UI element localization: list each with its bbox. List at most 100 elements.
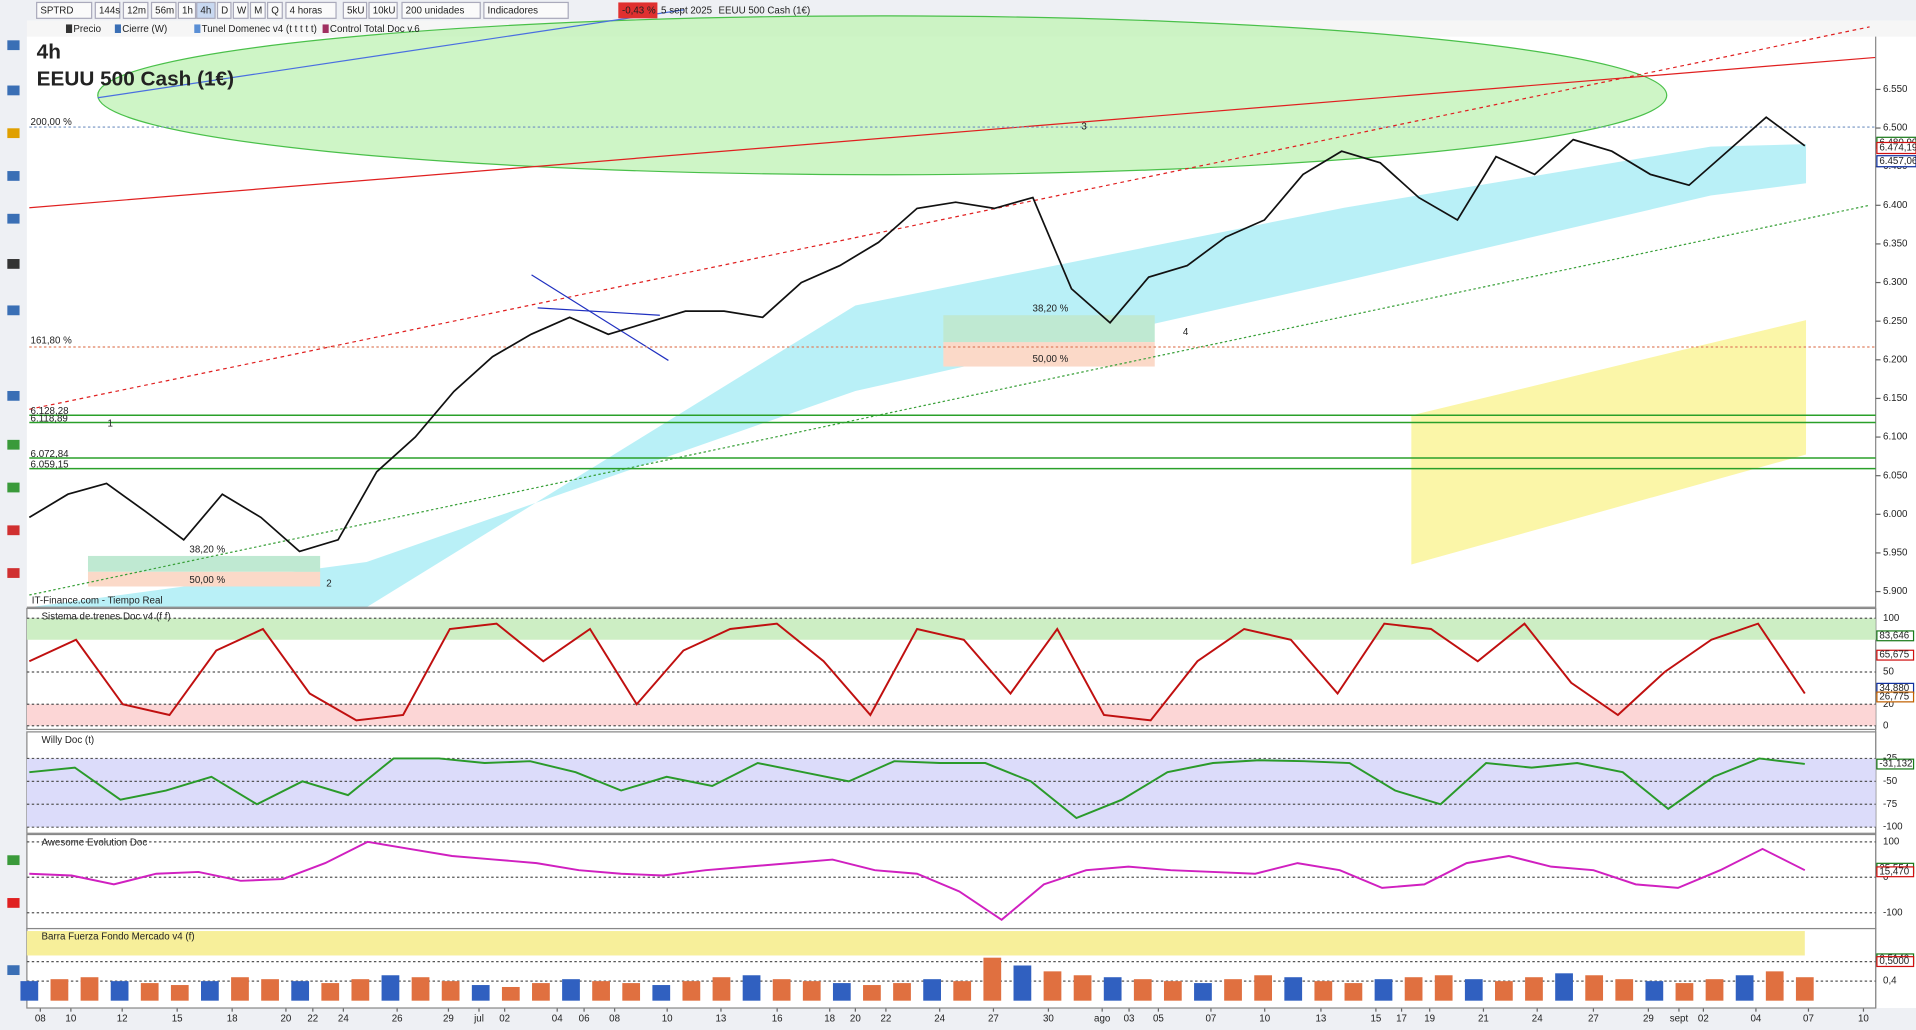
bar [622, 983, 641, 1001]
tool[interactable] [7, 128, 20, 139]
bar [80, 977, 99, 1001]
tool[interactable] [7, 568, 20, 578]
date-label: 24 [1532, 1014, 1543, 1025]
legend-swatch [194, 24, 201, 33]
toolbar-button[interactable] [150, 1, 177, 19]
y-tick-label: 100 [1883, 836, 1900, 847]
date-label: 29 [1643, 1014, 1654, 1025]
fib-label: 38,20 % [189, 544, 225, 555]
y-tick-label: -25 [1883, 753, 1898, 764]
date-label: 07 [1206, 1014, 1217, 1025]
toolbar-button[interactable] [368, 1, 398, 19]
value-badge [1876, 956, 1915, 968]
legend-label[interactable]: Cierre (W) [122, 24, 167, 35]
tool[interactable] [7, 439, 20, 450]
bar [50, 979, 69, 1001]
y-tick-label: -100 [1883, 907, 1903, 918]
date-label: 30 [1043, 1014, 1054, 1025]
panel-title: Barra Fuerza Fondo Mercado v4 (f) [42, 932, 195, 943]
tool[interactable] [7, 965, 20, 976]
toolbar-label: 4 horas [290, 6, 323, 17]
toolbar-label: W [237, 6, 247, 17]
toolbar-button[interactable] [342, 1, 368, 19]
bar [1224, 979, 1242, 1001]
fib-label: 200,00 % [31, 117, 73, 128]
legend-swatch [114, 24, 121, 33]
legend-label[interactable]: Precio [73, 24, 101, 35]
bar [1284, 977, 1303, 1001]
bar [381, 975, 400, 1001]
bar [1735, 975, 1754, 1001]
fib-label: 38,20 % [1033, 304, 1069, 315]
date-label: 24 [934, 1014, 945, 1025]
bar [321, 983, 340, 1001]
tool[interactable] [7, 259, 20, 269]
toolbar-button[interactable] [36, 1, 93, 19]
toolbar-button[interactable] [266, 1, 283, 19]
toolbar-button[interactable] [285, 1, 337, 19]
bar [140, 983, 159, 1001]
date-label: 12 [117, 1014, 128, 1025]
y-tick-label: 6.300 [1883, 277, 1908, 288]
bar [261, 979, 279, 1001]
bar [1103, 977, 1122, 1001]
legend-swatch [65, 24, 73, 33]
toolbar-button[interactable] [232, 1, 249, 19]
tool[interactable] [7, 305, 20, 316]
bar [1043, 971, 1062, 1001]
legend-label[interactable]: Tunel Domenec v4 (t t t t t) [202, 24, 317, 35]
panel-title: Willy Doc (t) [42, 735, 95, 746]
toolbar-button[interactable] [401, 1, 481, 19]
ellipse-drawing [97, 15, 1668, 176]
drawings [29, 9, 1876, 608]
zone [26, 758, 1876, 828]
tool[interactable] [7, 898, 20, 908]
timeframe: 4h [37, 41, 61, 64]
toolbar-label: 1h [182, 6, 193, 17]
tool[interactable] [7, 213, 20, 224]
bar [1133, 979, 1152, 1001]
date-label: 07 [1803, 1014, 1814, 1025]
fib-zone [943, 315, 1155, 343]
panel-title: Awesome Evolution Doc [42, 838, 148, 849]
fib-zone [943, 342, 1155, 367]
channel-line [531, 274, 669, 361]
legend-label[interactable]: Control Total Doc v.6 [330, 24, 420, 35]
toolbar-label: 5kU [347, 6, 364, 17]
tool[interactable] [7, 390, 20, 401]
bar [1254, 975, 1273, 1001]
tool[interactable] [7, 482, 20, 493]
date-label: 29 [443, 1014, 454, 1025]
tool[interactable] [7, 855, 20, 866]
value-label: 15,470 [1879, 866, 1909, 877]
toolbar-button[interactable] [483, 1, 569, 19]
bar [1765, 971, 1784, 1001]
tool[interactable] [7, 40, 20, 51]
date-label: 05 [1153, 1014, 1164, 1025]
toolbar-button[interactable] [177, 1, 197, 19]
bar [1073, 975, 1092, 1001]
toolbar-button[interactable] [249, 1, 266, 19]
trend-line [29, 204, 1870, 596]
toolbar-button[interactable] [216, 1, 232, 19]
bar [1464, 979, 1483, 1001]
bar [983, 957, 1002, 1001]
tool[interactable] [7, 171, 20, 181]
date: 5 sept 2025 [661, 6, 713, 17]
tool[interactable] [7, 525, 20, 536]
toolbar-button[interactable] [94, 1, 121, 19]
toolbar-button[interactable] [196, 1, 216, 19]
tool[interactable] [7, 85, 20, 96]
value-label: 0,5000 [1879, 956, 1909, 967]
y-tick-label: 5.900 [1883, 586, 1908, 597]
wave-label: 1 [108, 419, 113, 430]
price-line [28, 116, 1806, 553]
toolbar-label: 200 unidades [406, 6, 465, 17]
y-tick-label: 6.200 [1883, 354, 1908, 365]
toolbar-button[interactable] [122, 1, 149, 19]
trend-line [29, 56, 1876, 209]
y-tick-label: 0,4 [1883, 976, 1897, 987]
price-label-box [1876, 155, 1916, 168]
bar [291, 981, 310, 1001]
date-label: 19 [1424, 1014, 1435, 1025]
